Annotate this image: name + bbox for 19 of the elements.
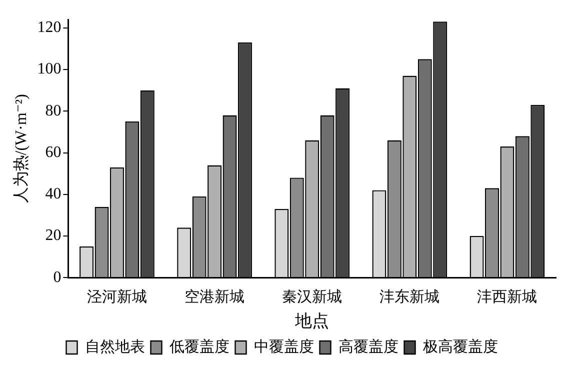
legend-label: 极高覆盖度 <box>422 338 498 356</box>
legend-label: 低覆盖度 <box>169 338 230 356</box>
x-axis-title: 地点 <box>294 311 330 330</box>
x-tick-label: 泾河新城 <box>86 288 147 306</box>
x-tick-label: 空港新城 <box>184 288 245 306</box>
y-tick-label: 80 <box>45 102 62 120</box>
legend-label: 中覆盖度 <box>254 338 314 356</box>
y-tick-label: 20 <box>45 227 62 244</box>
legend-label: 高覆盖度 <box>338 338 398 356</box>
x-tick-label: 沣东新城 <box>380 288 440 306</box>
y-axis-title: 人为热/(W·m⁻²) <box>12 94 30 204</box>
y-tick-label: 0 <box>53 268 62 286</box>
x-tick-label: 秦汉新城 <box>282 288 342 306</box>
y-tick-label: 100 <box>37 60 62 78</box>
y-tick-label: 60 <box>45 144 62 161</box>
legend-label: 自然地表 <box>84 338 145 356</box>
y-tick-label: 120 <box>37 19 62 36</box>
x-tick-label: 沣西新城 <box>477 288 538 306</box>
y-tick-label: 40 <box>45 186 62 203</box>
